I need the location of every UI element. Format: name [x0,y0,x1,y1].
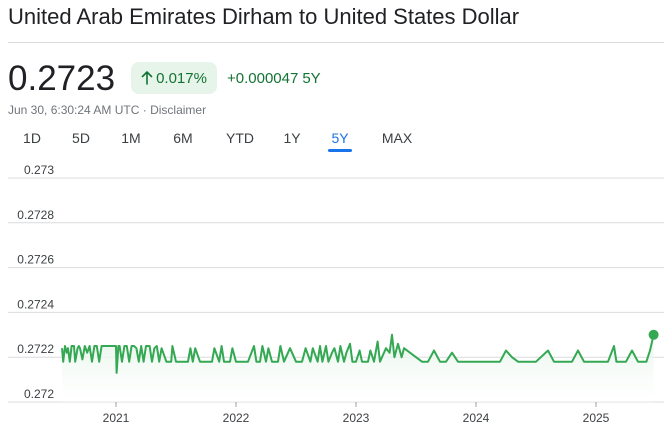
timestamp: Jun 30, 6:30:24 AM UTC · [8,103,151,117]
header-divider [8,42,664,43]
tab-1y[interactable]: 1Y [283,130,301,146]
x-tick-label: 2025 [583,411,610,425]
tab-5d[interactable]: 5D [72,130,90,146]
x-tick-label: 2024 [463,411,490,425]
tab-1d[interactable]: 1D [23,130,41,146]
change-percent-badge: 0.017% [131,62,217,94]
change-percent: 0.017% [156,69,207,87]
exchange-rate-chart[interactable]: 0.273 0.2728 0.2726 0.2724 0.2722 0.272 2021 20… [0,160,664,436]
change-absolute-group: +0.000047 5Y [227,70,325,87]
y-tick-label: 0.273 [24,163,54,177]
x-tick-label: 2021 [103,411,130,425]
tab-6m[interactable]: 6M [173,130,193,146]
y-tick-label: 0.2722 [17,342,54,356]
tab-max[interactable]: MAX [381,130,413,146]
last-point-marker [648,329,659,340]
timestamp-line: Jun 30, 6:30:24 AM UTC · Disclaimer [8,103,206,117]
current-price: 0.2723 [8,59,116,98]
tab-5y[interactable]: 5Y [331,130,349,146]
y-tick-label: 0.2728 [17,208,54,222]
y-tick-label: 0.2726 [17,253,54,267]
page-title: United Arab Emirates Dirham to United St… [8,4,520,29]
active-tab-indicator [328,149,352,152]
disclaimer-link[interactable]: Disclaimer [150,103,207,117]
tab-1m[interactable]: 1M [121,130,141,146]
y-tick-label: 0.2724 [17,297,54,311]
arrow-up-icon [141,71,153,85]
y-tick-label: 0.272 [24,387,54,401]
change-period: 5Y [302,70,321,87]
x-tick-label: 2023 [343,411,370,425]
series-line [61,333,655,374]
x-tick-label: 2022 [223,411,250,425]
change-absolute: +0.000047 [227,70,299,87]
series-area [62,334,654,402]
tab-ytd[interactable]: YTD [226,130,254,146]
